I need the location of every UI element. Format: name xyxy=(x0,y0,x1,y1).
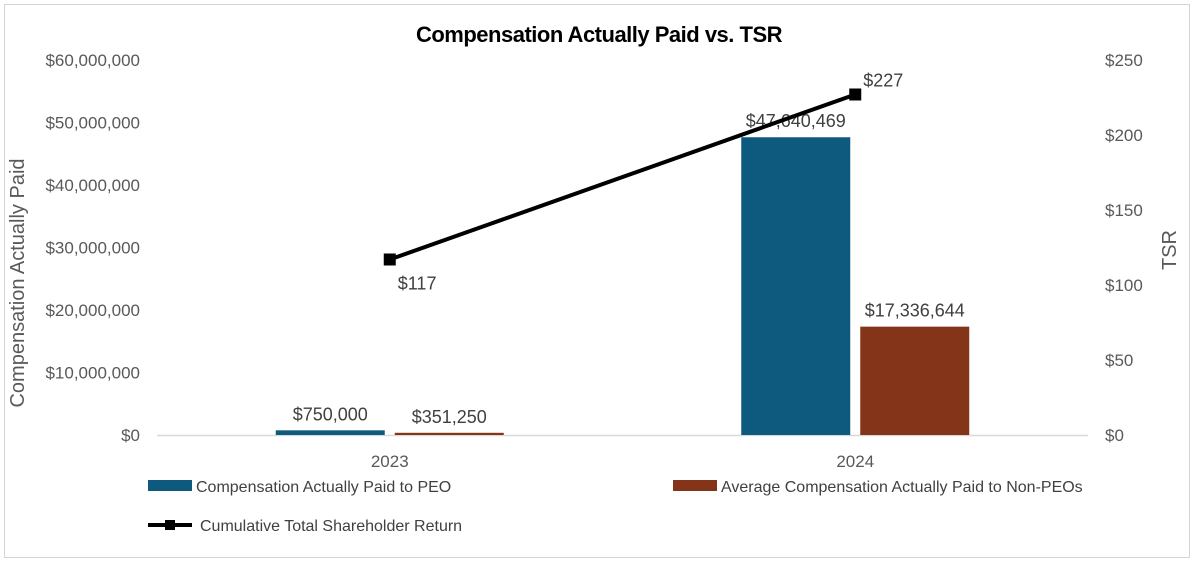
legend-label: Compensation Actually Paid to PEO xyxy=(196,479,451,496)
bar-non-peo xyxy=(860,326,970,435)
right-tick-label: $200 xyxy=(1105,126,1143,145)
left-tick-label: $0 xyxy=(121,426,140,445)
left-axis-title: Compensation Actually Paid xyxy=(7,158,29,407)
legend-label: Average Compensation Actually Paid to No… xyxy=(721,479,1083,496)
right-axis-title: TSR xyxy=(1159,230,1181,270)
bars-layer xyxy=(275,137,970,435)
chart-title: Compensation Actually Paid vs. TSR xyxy=(416,22,783,47)
legend-swatch xyxy=(148,480,192,491)
chart-frame xyxy=(4,4,1190,558)
legend-item: Compensation Actually Paid to PEO xyxy=(148,479,451,496)
right-tick-label: $0 xyxy=(1105,426,1124,445)
tsr-marker xyxy=(383,253,396,266)
legend-label: Cumulative Total Shareholder Return xyxy=(200,518,462,535)
left-tick-label: $50,000,000 xyxy=(45,114,140,133)
bar-non-peo-label: $351,250 xyxy=(412,407,487,427)
bar-peo-label: $750,000 xyxy=(293,404,368,424)
right-axis-ticks: $0 $50 $100 $150 $200 $250 xyxy=(1105,51,1143,445)
x-tick-label: 2024 xyxy=(836,452,874,471)
bar-peo xyxy=(741,137,851,435)
legend-item: Cumulative Total Shareholder Return xyxy=(148,518,462,535)
tsr-marker xyxy=(849,88,862,101)
legend: Compensation Actually Paid to PEO Average… xyxy=(148,479,1083,535)
right-tick-label: $50 xyxy=(1105,351,1133,370)
bar-non-peo xyxy=(394,432,504,435)
left-tick-label: $20,000,000 xyxy=(45,301,140,320)
bar-non-peo-label: $17,336,644 xyxy=(865,301,965,321)
right-tick-label: $150 xyxy=(1105,201,1143,220)
bar-peo xyxy=(275,430,385,435)
bar-labels-layer: $750,000$47,640,469$351,250$17,336,644 xyxy=(293,111,965,427)
left-tick-label: $30,000,000 xyxy=(45,239,140,258)
x-axis-ticks: 2023 2024 xyxy=(371,452,874,471)
left-axis-ticks: $0 $10,000,000 $20,000,000 $30,000,000 $40,0… xyxy=(45,51,140,445)
legend-marker-swatch xyxy=(165,520,175,530)
left-tick-label: $40,000,000 xyxy=(45,176,140,195)
x-tick-label: 2023 xyxy=(371,452,409,471)
right-tick-label: $100 xyxy=(1105,276,1143,295)
tsr-point-label: $227 xyxy=(863,71,903,91)
right-tick-label: $250 xyxy=(1105,51,1143,70)
legend-swatch xyxy=(673,480,717,491)
tsr-line-layer: $117 $227 xyxy=(383,71,903,294)
left-tick-label: $60,000,000 xyxy=(45,51,140,70)
tsr-point-label: $117 xyxy=(398,274,437,294)
left-tick-label: $10,000,000 xyxy=(45,364,140,383)
legend-item: Average Compensation Actually Paid to No… xyxy=(673,479,1083,496)
tsr-series-line xyxy=(389,92,856,262)
